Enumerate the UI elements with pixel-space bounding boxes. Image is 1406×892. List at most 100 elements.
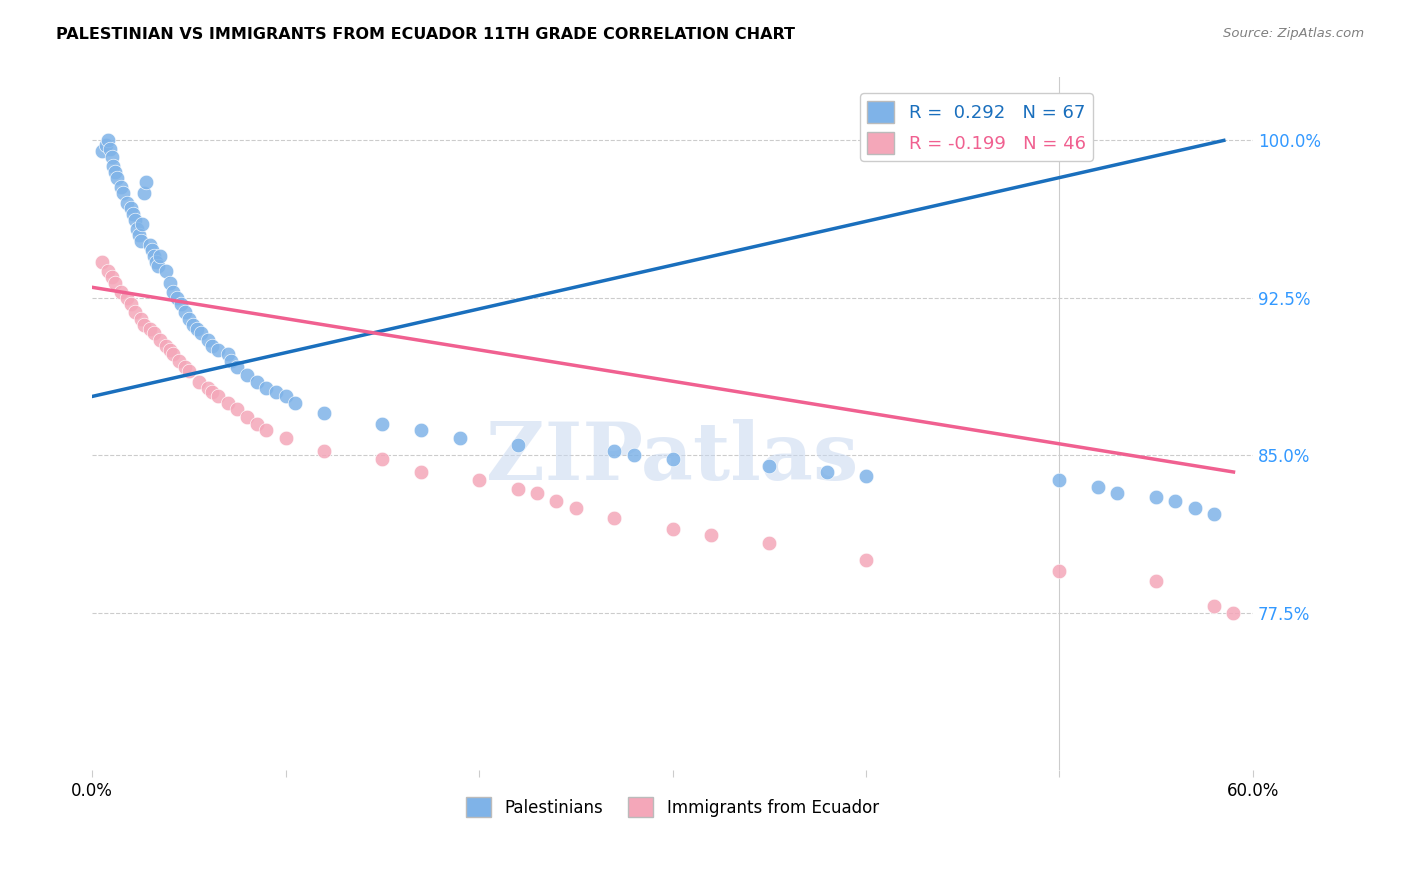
- Point: [174, 359, 197, 374]
- Point: [1204, 599, 1226, 614]
- Point: [314, 406, 336, 420]
- Point: [371, 452, 394, 467]
- Point: [134, 186, 156, 200]
- Point: [90, 255, 112, 269]
- Point: [449, 431, 471, 445]
- Text: PALESTINIAN VS IMMIGRANTS FROM ECUADOR 11TH GRADE CORRELATION CHART: PALESTINIAN VS IMMIGRANTS FROM ECUADOR 1…: [56, 27, 796, 42]
- Point: [121, 207, 143, 221]
- Point: [145, 255, 167, 269]
- Point: [162, 347, 184, 361]
- Point: [284, 395, 307, 409]
- Point: [143, 326, 166, 341]
- Point: [131, 218, 153, 232]
- Point: [112, 186, 135, 200]
- Text: Source: ZipAtlas.com: Source: ZipAtlas.com: [1223, 27, 1364, 40]
- Point: [314, 444, 336, 458]
- Point: [120, 297, 142, 311]
- Point: [139, 238, 162, 252]
- Point: [187, 375, 209, 389]
- Point: [1222, 606, 1244, 620]
- Point: [159, 343, 181, 358]
- Text: ZIPatlas: ZIPatlas: [486, 419, 859, 498]
- Point: [1144, 574, 1167, 588]
- Point: [105, 171, 128, 186]
- Point: [226, 359, 249, 374]
- Point: [129, 311, 152, 326]
- Point: [217, 395, 239, 409]
- Point: [1144, 490, 1167, 504]
- Point: [98, 142, 121, 156]
- Point: [1047, 564, 1070, 578]
- Point: [90, 144, 112, 158]
- Point: [159, 276, 181, 290]
- Point: [409, 465, 432, 479]
- Point: [603, 444, 626, 458]
- Point: [124, 305, 146, 319]
- Point: [104, 165, 127, 179]
- Point: [134, 318, 156, 332]
- Point: [110, 285, 132, 299]
- Legend: Palestinians, Immigrants from Ecuador: Palestinians, Immigrants from Ecuador: [460, 790, 886, 824]
- Point: [226, 402, 249, 417]
- Point: [177, 364, 200, 378]
- Point: [371, 417, 394, 431]
- Point: [1107, 486, 1129, 500]
- Point: [468, 474, 491, 488]
- Point: [409, 423, 432, 437]
- Point: [254, 381, 277, 395]
- Point: [167, 353, 190, 368]
- Point: [207, 343, 229, 358]
- Point: [217, 347, 239, 361]
- Point: [190, 326, 212, 341]
- Point: [207, 389, 229, 403]
- Point: [139, 322, 162, 336]
- Point: [128, 227, 150, 242]
- Point: [170, 297, 193, 311]
- Point: [197, 333, 219, 347]
- Point: [155, 263, 177, 277]
- Point: [162, 285, 184, 299]
- Point: [110, 179, 132, 194]
- Point: [758, 536, 780, 550]
- Point: [1204, 507, 1226, 521]
- Point: [155, 339, 177, 353]
- Point: [115, 291, 138, 305]
- Point: [274, 431, 297, 445]
- Point: [855, 553, 877, 567]
- Point: [1047, 474, 1070, 488]
- Point: [100, 150, 122, 164]
- Point: [815, 465, 838, 479]
- Point: [506, 438, 529, 452]
- Point: [181, 318, 204, 332]
- Point: [115, 196, 138, 211]
- Point: [97, 263, 120, 277]
- Point: [236, 410, 259, 425]
- Point: [758, 458, 780, 473]
- Point: [186, 322, 208, 336]
- Point: [197, 381, 219, 395]
- Point: [700, 528, 723, 542]
- Point: [201, 339, 224, 353]
- Point: [129, 234, 152, 248]
- Point: [246, 375, 269, 389]
- Point: [135, 175, 157, 189]
- Point: [174, 305, 197, 319]
- Point: [274, 389, 297, 403]
- Point: [221, 353, 243, 368]
- Point: [1164, 494, 1187, 508]
- Point: [120, 201, 142, 215]
- Point: [146, 260, 169, 274]
- Point: [661, 452, 683, 467]
- Point: [1087, 480, 1109, 494]
- Point: [149, 249, 172, 263]
- Point: [254, 423, 277, 437]
- Point: [149, 333, 172, 347]
- Point: [177, 311, 200, 326]
- Point: [143, 249, 166, 263]
- Point: [100, 269, 122, 284]
- Point: [166, 291, 188, 305]
- Point: [125, 221, 148, 235]
- Point: [623, 448, 645, 462]
- Point: [104, 276, 127, 290]
- Point: [546, 494, 568, 508]
